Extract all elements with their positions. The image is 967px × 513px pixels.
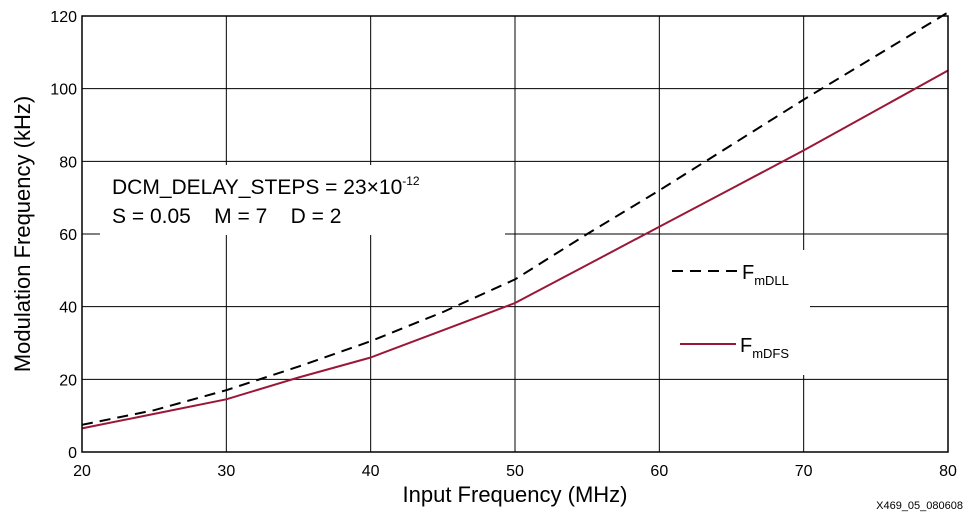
series-line-mdll <box>81 11 949 426</box>
legend-label-mdfs: FmDFS <box>740 335 789 361</box>
x-tick-labels: 20 30 40 50 60 70 80 <box>73 463 957 480</box>
x-tick-label: 30 <box>217 463 235 480</box>
x-tick-label: 50 <box>506 463 524 480</box>
y-tick-labels: 0 20 40 60 80 100 120 <box>50 9 77 462</box>
y-tick-label: 60 <box>59 227 77 244</box>
x-tick-label: 60 <box>650 463 668 480</box>
y-tick-label: 120 <box>50 9 77 26</box>
annotation-line-1: DCM_DELAY_STEPS = 23×10-12 <box>112 174 420 199</box>
annotation-line-2: S = 0.05 M = 7 D = 2 <box>112 205 341 228</box>
series-line-mdfs <box>81 69 949 430</box>
y-tick-label: 20 <box>59 372 77 389</box>
legend-label-mdll: FmDLL <box>742 262 789 288</box>
annotation-box <box>100 165 505 235</box>
y-axis-title: Modulation Frequency (kHz) <box>10 96 35 372</box>
x-axis-title: Input Frequency (MHz) <box>403 482 628 507</box>
x-tick-label: 80 <box>939 463 957 480</box>
x-tick-label: 70 <box>795 463 813 480</box>
x-tick-label: 20 <box>73 463 91 480</box>
series-layer <box>81 11 949 430</box>
x-tick-label: 40 <box>362 463 380 480</box>
y-tick-label: 0 <box>68 445 77 462</box>
y-tick-label: 80 <box>59 154 77 171</box>
plot-frame <box>81 15 949 453</box>
y-tick-label: 40 <box>59 300 77 317</box>
y-tick-label: 100 <box>50 82 77 99</box>
figure-id: X469_05_080608 <box>876 500 963 512</box>
